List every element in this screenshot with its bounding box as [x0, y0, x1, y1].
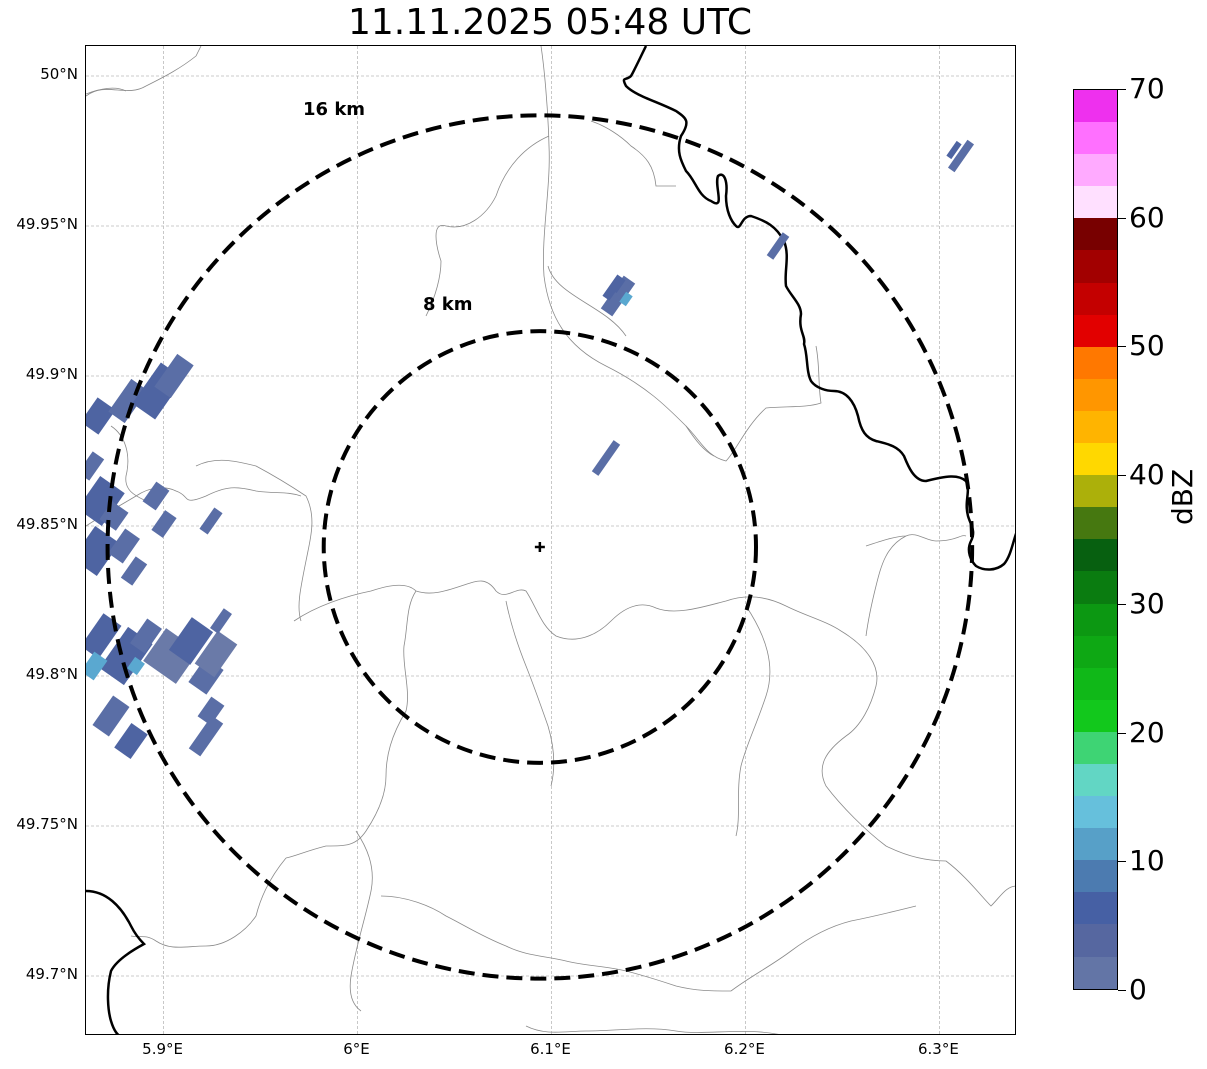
echo-cell: [92, 695, 130, 737]
colorbar-segment: [1074, 314, 1117, 347]
echo-cell: [602, 274, 626, 302]
colorbar-segment: [1074, 924, 1117, 957]
echo-cell: [127, 656, 145, 676]
lat-tick-label: 49.9°N: [25, 365, 78, 383]
colorbar: [1073, 89, 1118, 990]
echo-cell: [86, 613, 122, 659]
colorbar-tick: [1118, 732, 1126, 734]
colorbar-segment: [1074, 699, 1117, 732]
range-rings: [105, 113, 975, 981]
colorbar-segment: [1074, 571, 1117, 604]
colorbar-segment: [1074, 892, 1117, 925]
colorbar-tick: [1118, 217, 1126, 219]
colorbar-tick: [1118, 89, 1126, 90]
gridlines: [86, 46, 1015, 1034]
colorbar-segment: [1074, 346, 1117, 379]
radar-map: [85, 45, 1016, 1035]
echo-cell: [86, 451, 105, 481]
colorbar-segment: [1074, 186, 1117, 219]
colorbar-segment: [1074, 796, 1117, 829]
colorbar-segment: [1074, 828, 1117, 861]
colorbar-label: dBZ: [1166, 468, 1199, 525]
colorbar-tick-label: 0: [1129, 973, 1147, 1006]
colorbar-segment: [1074, 475, 1117, 508]
echo-cell: [606, 292, 622, 310]
echo-cell: [151, 510, 177, 538]
range-ring: [321, 329, 759, 765]
echo-cell: [591, 440, 621, 476]
country-borders: [86, 46, 1015, 1034]
colorbar-segment: [1074, 410, 1117, 444]
colorbar-tick: [1118, 861, 1126, 863]
ring-label-16km: 16 km: [303, 99, 366, 120]
lon-tick-label: 6.3°E: [917, 1040, 959, 1058]
colorbar-tick-label: 70: [1129, 72, 1165, 105]
colorbar-tick: [1118, 990, 1126, 991]
colorbar-tick: [1118, 603, 1126, 605]
echo-cell: [86, 397, 116, 435]
colorbar-tick-label: 20: [1129, 715, 1165, 749]
radar-site-marker: [534, 542, 545, 552]
lat-tick-label: 50°N: [40, 65, 78, 83]
echo-cell: [154, 353, 194, 399]
echo-cell: [120, 556, 148, 586]
lat-tick-label: 49.7°N: [25, 965, 78, 983]
lat-tick-label: 49.95°N: [16, 215, 78, 233]
colorbar-tick-label: 30: [1129, 586, 1165, 620]
colorbar-segment: [1074, 507, 1117, 540]
reflectivity-echoes: [86, 139, 975, 760]
echo-cell: [168, 617, 214, 665]
colorbar-segment: [1074, 154, 1117, 187]
echo-cell: [946, 140, 962, 160]
echo-cell: [114, 722, 148, 760]
echo-cell: [142, 481, 170, 511]
colorbar-segment: [1074, 667, 1117, 700]
lon-tick-label: 6.1°E: [530, 1040, 571, 1058]
echo-cell: [197, 696, 225, 726]
colorbar-tick-label: 10: [1129, 844, 1165, 878]
echo-cell: [86, 476, 125, 526]
echo-cell: [947, 139, 975, 173]
colorbar-segment: [1074, 443, 1117, 476]
chart-title: 11.11.2025 05:48 UTC: [347, 2, 753, 43]
lon-tick-label: 6°E: [343, 1040, 370, 1058]
colorbar-segment: [1074, 378, 1117, 411]
ring-label-8km: 8 km: [423, 294, 473, 315]
echo-cell: [619, 291, 633, 307]
colorbar-segment: [1074, 603, 1117, 636]
colorbar-segment: [1074, 250, 1117, 283]
colorbar-segment: [1074, 122, 1117, 155]
colorbar-segment: [1074, 956, 1117, 989]
lat-tick-label: 49.85°N: [16, 515, 78, 533]
echo-cell: [86, 526, 120, 576]
colorbar-tick: [1118, 475, 1126, 477]
colorbar-segment: [1074, 731, 1117, 764]
colorbar-segment: [1074, 90, 1117, 123]
colorbar-segment: [1074, 763, 1117, 797]
colorbar-tick-label: 60: [1129, 200, 1165, 234]
colorbar-tick: [1118, 346, 1126, 348]
echo-cell: [210, 608, 232, 634]
colorbar-segment: [1074, 539, 1117, 572]
echo-cell: [766, 232, 790, 260]
range-ring: [105, 113, 975, 981]
colorbar-tick-label: 40: [1129, 458, 1165, 492]
district-borders: [86, 46, 1015, 1034]
echo-cell: [86, 651, 108, 681]
lon-tick-label: 5.9°E: [142, 1040, 183, 1058]
echo-cell: [130, 618, 162, 654]
colorbar-segment: [1074, 860, 1117, 893]
map-canvas: [86, 46, 1015, 1034]
echo-cell: [194, 630, 238, 678]
echo-cell: [188, 715, 224, 757]
lat-tick-label: 49.8°N: [25, 665, 78, 683]
colorbar-tick-label: 50: [1129, 329, 1165, 363]
colorbar-segment: [1074, 282, 1117, 315]
lon-tick-label: 6.2°E: [724, 1040, 765, 1058]
colorbar-segment: [1074, 635, 1117, 668]
colorbar-segment: [1074, 218, 1117, 251]
echo-cell: [199, 507, 223, 535]
lat-tick-label: 49.75°N: [16, 815, 78, 833]
echo-cell: [108, 528, 140, 564]
